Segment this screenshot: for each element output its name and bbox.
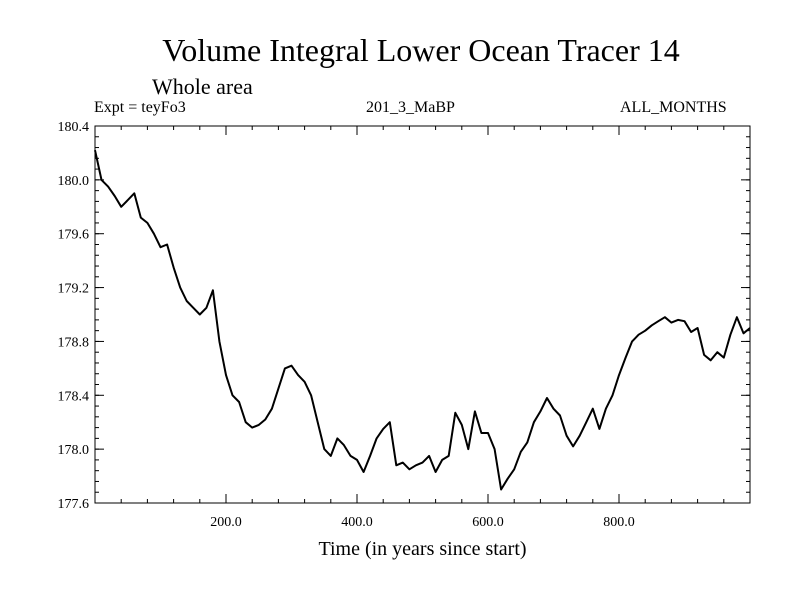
chart-title: Volume Integral Lower Ocean Tracer 14 <box>162 32 680 68</box>
x-axis-label: Time (in years since start) <box>318 538 527 560</box>
y-tick-label: 179.6 <box>58 228 90 243</box>
x-tick-label: 400.0 <box>341 515 373 530</box>
y-tick-label: 177.6 <box>58 497 90 512</box>
y-tick-label: 180.0 <box>58 174 90 189</box>
y-tick-label: 178.4 <box>58 389 90 404</box>
y-tick-label: 178.8 <box>58 335 90 350</box>
y-tick-label: 179.2 <box>58 282 90 297</box>
experiment-label: Expt = teyFo3 <box>94 99 186 116</box>
series-line <box>94 149 751 491</box>
y-tick-label: 180.4 <box>58 120 90 135</box>
y-tick-label: 178.0 <box>58 443 90 458</box>
months-label: ALL_MONTHS <box>620 99 727 116</box>
period-label: 201_3_MaBP <box>366 99 455 116</box>
plot-frame <box>94 125 751 504</box>
x-tick-label: 200.0 <box>210 515 242 530</box>
x-tick-label: 600.0 <box>472 515 504 530</box>
axes: 200.0 400.0 600.0 800.0 177.6 178.0 178.4 178.8… <box>58 120 751 530</box>
chart-subtitle: Whole area <box>152 74 253 99</box>
series-layer <box>94 149 751 491</box>
x-tick-label: 800.0 <box>603 515 635 530</box>
